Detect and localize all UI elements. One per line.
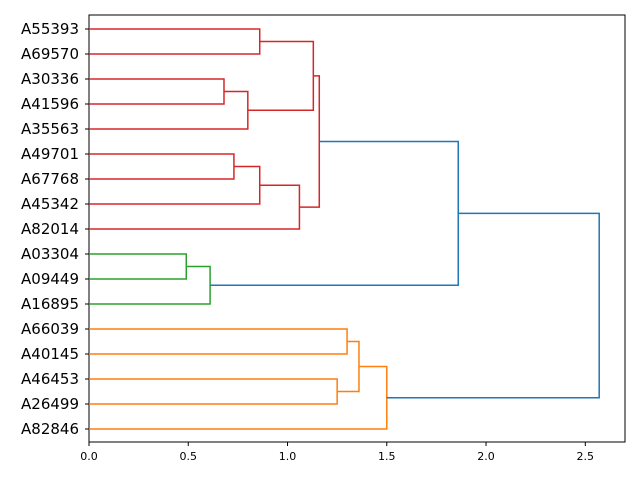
dendrogram-link xyxy=(337,340,360,393)
dendrogram-link xyxy=(89,265,211,305)
leaf-label: A55393 xyxy=(21,20,79,38)
dendrogram-link xyxy=(89,78,225,105)
dendrogram-link xyxy=(89,184,301,230)
dendrogram-link xyxy=(299,75,321,208)
dendrogram-link xyxy=(89,153,235,180)
leaf-label: A30336 xyxy=(21,70,79,88)
leaf-labels: A55393 A69570 A30336 A41596 A35563 A49701 A677… xyxy=(21,20,89,438)
leaf-label: A45342 xyxy=(21,195,79,213)
leaf-label: A40145 xyxy=(21,345,79,363)
dendrogram-link xyxy=(89,328,348,355)
dendrogram-link xyxy=(247,40,315,111)
dendrogram-link xyxy=(89,365,388,430)
dendrogram-link xyxy=(89,28,261,55)
leaf-label: A41596 xyxy=(21,95,79,113)
x-tick-label: 2.0 xyxy=(477,450,495,463)
leaf-label: A03304 xyxy=(21,245,79,263)
leaf-label: A69570 xyxy=(21,45,79,63)
leaf-label: A16895 xyxy=(21,295,79,313)
x-tick-label: 1.5 xyxy=(378,450,396,463)
leaf-label: A09449 xyxy=(21,270,79,288)
x-tick-label: 2.5 xyxy=(577,450,595,463)
leaf-label: A46453 xyxy=(21,370,79,388)
dendrogram-links xyxy=(89,28,600,430)
leaf-label: A35563 xyxy=(21,120,79,138)
dendrogram-link xyxy=(210,140,459,286)
leaf-label: A82846 xyxy=(21,420,79,438)
x-axis: 0.0 0.5 1.0 1.5 2.0 2.5 xyxy=(80,442,594,463)
dendrogram-link xyxy=(89,253,188,280)
leaf-label: A49701 xyxy=(21,145,79,163)
leaf-label: A82014 xyxy=(21,220,79,238)
leaf-label: A26499 xyxy=(21,395,79,413)
leaf-label: A67768 xyxy=(21,170,79,188)
x-tick-label: 0.5 xyxy=(180,450,198,463)
x-tick-label: 1.0 xyxy=(279,450,297,463)
x-tick-label: 0.0 xyxy=(80,450,98,463)
dendrogram-link xyxy=(89,378,338,405)
dendrogram-link xyxy=(386,212,600,399)
leaf-label: A66039 xyxy=(21,320,79,338)
